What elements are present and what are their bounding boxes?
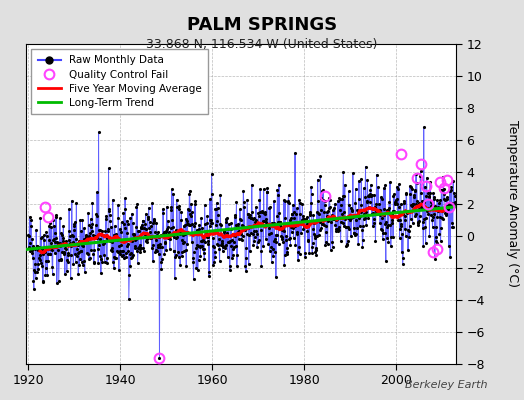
Text: Berkeley Earth: Berkeley Earth (405, 380, 487, 390)
Legend: Raw Monthly Data, Quality Control Fail, Five Year Moving Average, Long-Term Tren: Raw Monthly Data, Quality Control Fail, … (31, 49, 208, 114)
Text: 33.868 N, 116.534 W (United States): 33.868 N, 116.534 W (United States) (146, 38, 378, 51)
Y-axis label: Temperature Anomaly (°C): Temperature Anomaly (°C) (506, 120, 519, 288)
Text: PALM SPRINGS: PALM SPRINGS (187, 16, 337, 34)
